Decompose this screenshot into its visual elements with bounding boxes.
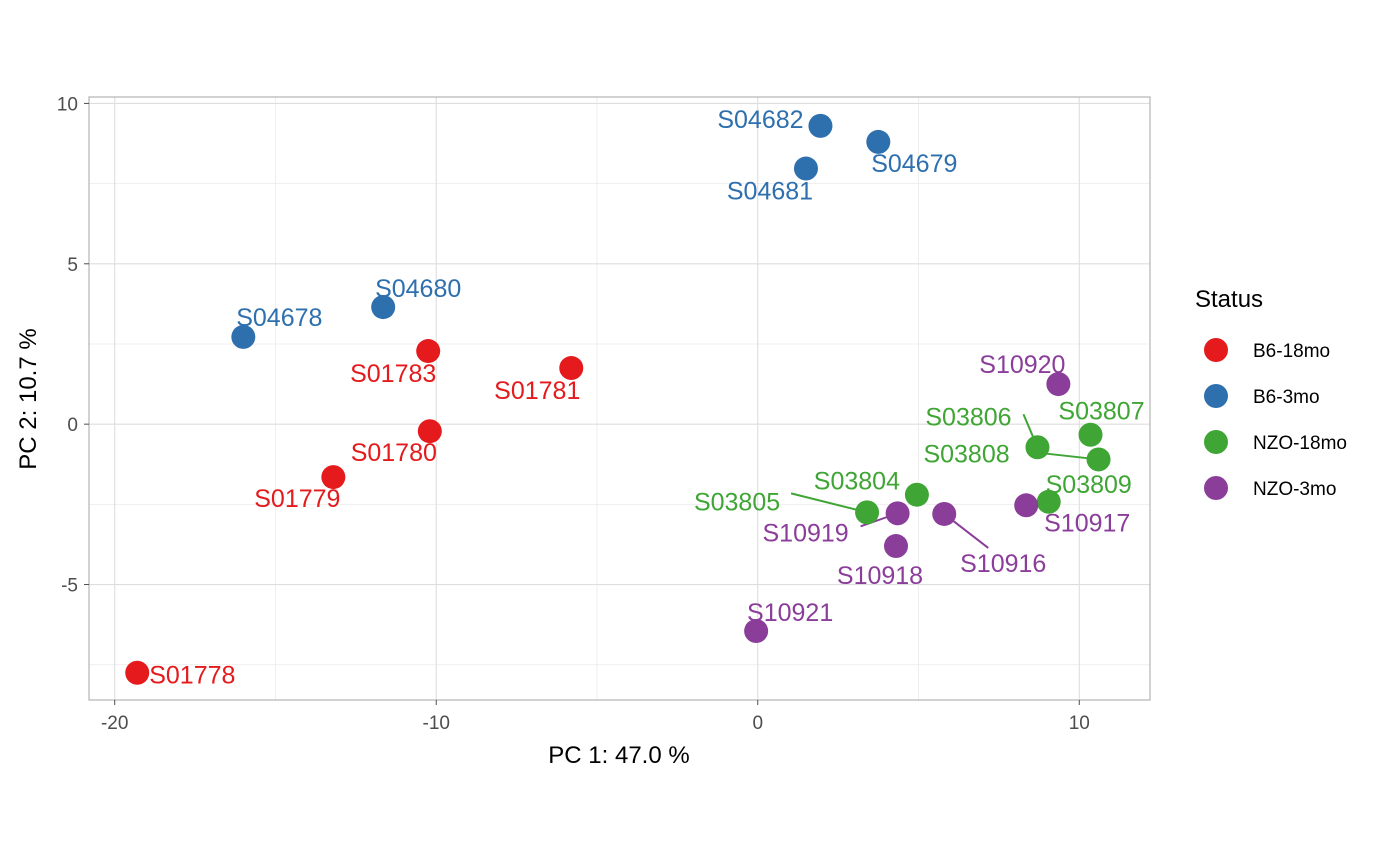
point-label-s10918: S10918 [837,562,923,590]
x-axis-title: PC 1: 47.0 % [548,742,689,769]
point-s10918 [884,534,909,559]
x-tick-label: -20 [101,713,128,734]
point-s03806 [1025,435,1050,460]
point-label-s10919: S10919 [763,519,849,547]
point-s04678 [231,324,256,349]
point-s04682 [808,113,833,138]
major-gridlines [89,97,1150,700]
point-s04681 [793,156,818,181]
point-s03805 [855,500,880,525]
point-s04680 [371,295,396,320]
plot-panel-border [88,96,1151,701]
point-label-s03806: S03806 [925,403,1011,431]
label-connector-s03805 [790,492,868,514]
legend-label-b6-3mo: B6-3mo [1253,387,1320,408]
point-label-s01781: S01781 [494,377,580,405]
point-label-s01780: S01780 [351,439,437,467]
x-tick-label: 0 [752,713,763,734]
legend-key-nzo-18mo [1204,430,1228,454]
axis-ticks: -20 -10 0 10 -5 0 5 10 [57,94,1090,734]
point-s03808 [1086,447,1111,472]
point-s10917 [1014,493,1039,518]
data-points [125,113,1111,685]
y-tick-label: 5 [67,255,78,276]
point-label-s04680: S04680 [375,275,461,303]
point-label-s03807: S03807 [1058,398,1144,426]
y-tick-label: 0 [67,415,78,436]
legend-key-b6-3mo [1204,384,1228,408]
point-s10920 [1046,372,1071,397]
point-label-s04678: S04678 [236,304,322,332]
x-tick-label: -10 [423,713,450,734]
x-tick-label: 10 [1069,713,1090,734]
point-label-s01783: S01783 [350,360,436,388]
point-s03807 [1078,422,1103,447]
point-s01780 [417,419,442,444]
point-s03809 [1036,489,1061,514]
legend-label-nzo-3mo: NZO-3mo [1253,479,1336,500]
point-s01783 [416,339,441,364]
point-s01778 [125,660,150,685]
y-axis-title: PC 2: 10.7 % [15,328,42,469]
point-label-s03808: S03808 [923,440,1009,468]
point-s10919 [885,501,910,526]
legend-title: Status [1195,286,1263,313]
point-label-s03805: S03805 [694,488,780,516]
point-s10921 [744,619,769,644]
point-label-s03804: S03804 [814,468,900,496]
point-label-s10921: S10921 [747,599,833,627]
point-s04679 [866,129,891,154]
y-tick-label: -5 [61,576,78,597]
point-label-s04681: S04681 [727,178,813,206]
point-label-s01779: S01779 [254,485,340,513]
point-s01779 [321,465,346,490]
point-label-s01778: S01778 [149,662,235,690]
point-label-s04679: S04679 [871,150,957,178]
point-label-s10917: S10917 [1044,509,1130,537]
point-label-s03809: S03809 [1046,471,1132,499]
y-tick-label: 10 [57,94,78,115]
legend: Status B6-18mo B6-3mo NZO-18mo NZO-3mo [1195,286,1347,500]
point-labels: S01778 S01779 S01780 S01783 S01781 S04678 S046… [149,106,1144,690]
point-s10916 [932,501,957,526]
point-label-s04682: S04682 [717,106,803,134]
point-s01781 [559,356,584,381]
legend-key-b6-18mo [1204,338,1228,362]
point-label-s10920: S10920 [979,351,1065,379]
legend-label-b6-18mo: B6-18mo [1253,341,1330,362]
legend-key-nzo-3mo [1204,476,1228,500]
point-label-s10916: S10916 [960,550,1046,578]
point-s03804 [904,482,929,507]
minor-gridlines [89,97,1150,700]
legend-label-nzo-18mo: NZO-18mo [1253,433,1347,454]
